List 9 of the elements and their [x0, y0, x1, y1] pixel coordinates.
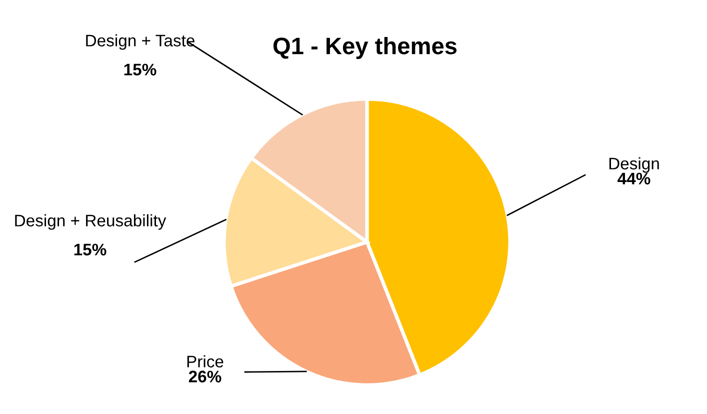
slice-label: Design	[609, 157, 659, 173]
slice-label: Design + Taste	[86, 34, 194, 50]
data-label: 26%	[188, 370, 222, 382]
slice-label: Price	[187, 355, 224, 368]
chart-title: Q1 - Key themes	[273, 36, 457, 60]
data-label: 15%	[124, 64, 156, 76]
data-label: 15%	[74, 244, 106, 256]
data-label: 44%	[618, 172, 650, 184]
slice-label: Design + Reusability	[15, 214, 166, 230]
